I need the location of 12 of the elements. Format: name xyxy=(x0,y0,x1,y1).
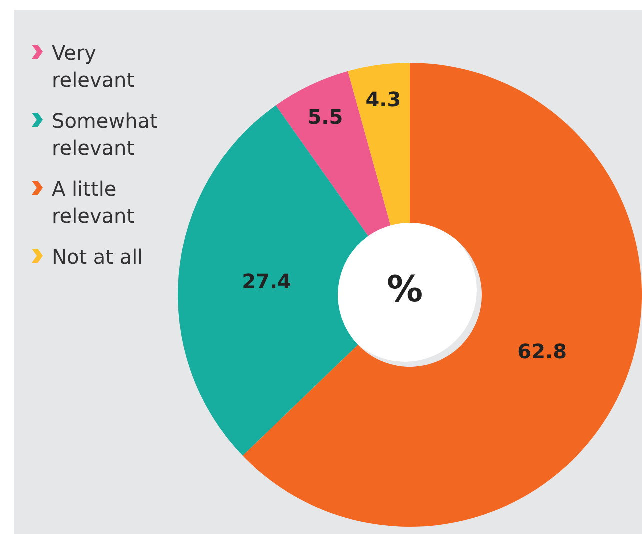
legend-label: Very relevant xyxy=(52,40,136,94)
donut-slice xyxy=(242,63,642,527)
data-label: 62.8 xyxy=(518,339,568,364)
donut-slice xyxy=(178,106,368,456)
data-label: 27.4 xyxy=(242,269,292,294)
donut-slice xyxy=(348,63,410,226)
legend-label: Not at all xyxy=(52,244,144,271)
data-label: 4.3 xyxy=(366,88,402,112)
text: % xyxy=(386,270,424,310)
data-label: 5.5 xyxy=(308,104,344,129)
legend-label: Somewhat relevant xyxy=(52,108,159,162)
legend-label: A little relevant xyxy=(52,176,136,230)
